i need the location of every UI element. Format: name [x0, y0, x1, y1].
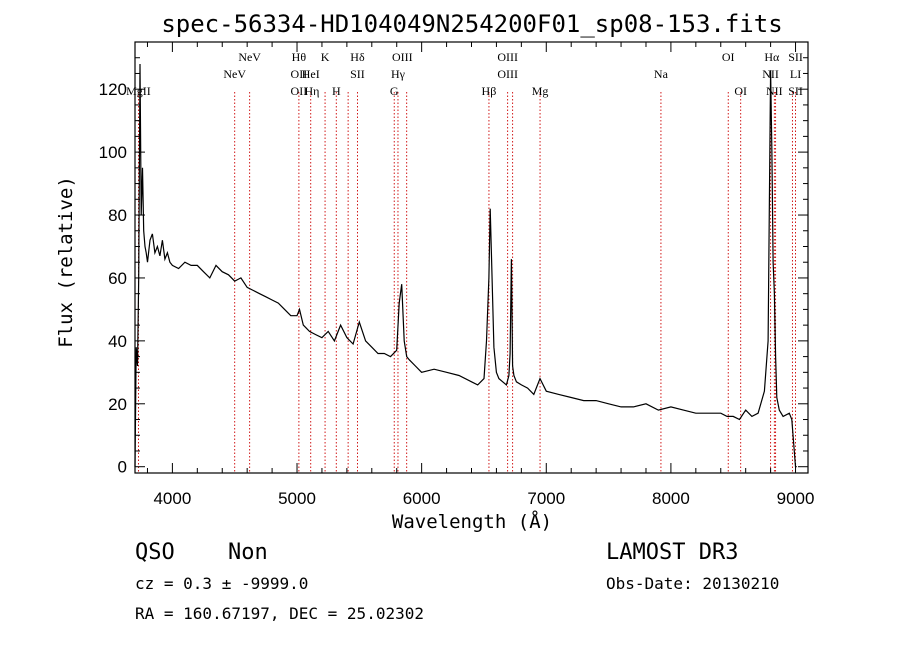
line-label-19: Na: [654, 67, 669, 81]
line-label-16: OIII: [497, 50, 518, 64]
line-label-8: K: [321, 50, 330, 64]
object-class: QSO: [135, 540, 175, 565]
line-label-11: SII: [350, 67, 365, 81]
coordinates-readout: RA = 160.67197, DEC = 25.02302: [135, 604, 424, 623]
y-tick-label: 100: [99, 143, 127, 162]
line-label-1: NeV: [223, 67, 246, 81]
y-axis-ticks: 0 20 40 60 80 100 120: [99, 57, 808, 477]
line-label-12: OIII: [392, 50, 413, 64]
line-label-25: SII: [788, 50, 803, 64]
y-tick-label: 60: [108, 269, 127, 288]
emission-line-markers: [138, 92, 796, 473]
object-subclass: Non: [228, 540, 268, 565]
x-tick-label: 7000: [527, 489, 565, 508]
line-label-15: Hβ: [482, 84, 497, 98]
y-tick-label: 0: [118, 458, 127, 477]
redshift-readout: cz = 0.3 ± -9999.0: [135, 574, 308, 593]
line-label-10: Hδ: [350, 50, 365, 64]
y-axis-label: Flux (relative): [55, 176, 77, 348]
chart-title: spec-56334-HD104049N254200F01_sp08-153.f…: [161, 10, 782, 38]
y-tick-label: 80: [108, 206, 127, 225]
x-tick-label: 4000: [153, 489, 191, 508]
line-label-6: HeI: [302, 67, 320, 81]
line-label-14: G: [390, 84, 399, 98]
line-label-27: SII: [788, 84, 803, 98]
line-label-5: OII: [291, 84, 308, 98]
plot-frame: [134, 41, 809, 474]
line-label-4: OII: [291, 67, 308, 81]
line-label-21: OI: [734, 84, 747, 98]
survey-name: LAMOST DR3: [606, 540, 738, 565]
line-label-17: OIII: [497, 67, 518, 81]
observation-date: Obs-Date: 20130210: [606, 574, 779, 593]
x-axis-ticks: 4000 5000 6000 7000 8000 9000: [146, 42, 815, 508]
line-label-22: Hα: [764, 50, 780, 64]
line-label-0: MgII: [126, 84, 151, 98]
y-tick-label: 20: [108, 395, 127, 414]
x-tick-label: 6000: [403, 489, 441, 508]
line-label-13: Hγ: [391, 67, 406, 81]
line-label-18: Mg: [532, 84, 549, 98]
x-tick-label: 8000: [652, 489, 690, 508]
x-axis-label: Wavelength (Å): [392, 510, 552, 533]
line-label-24: NII: [766, 84, 783, 98]
line-label-20: OI: [722, 50, 735, 64]
x-tick-label: 5000: [278, 489, 316, 508]
line-label-9: H: [332, 84, 341, 98]
x-tick-label: 9000: [777, 489, 815, 508]
line-label-2: NeV: [238, 50, 261, 64]
line-label-26: LI: [790, 67, 801, 81]
line-label-7: Hη: [304, 84, 319, 98]
y-tick-label: 40: [108, 332, 127, 351]
spectrum-series-line: [134, 63, 797, 468]
line-label-3: Hθ: [292, 50, 307, 64]
y-tick-label: 120: [99, 80, 127, 99]
